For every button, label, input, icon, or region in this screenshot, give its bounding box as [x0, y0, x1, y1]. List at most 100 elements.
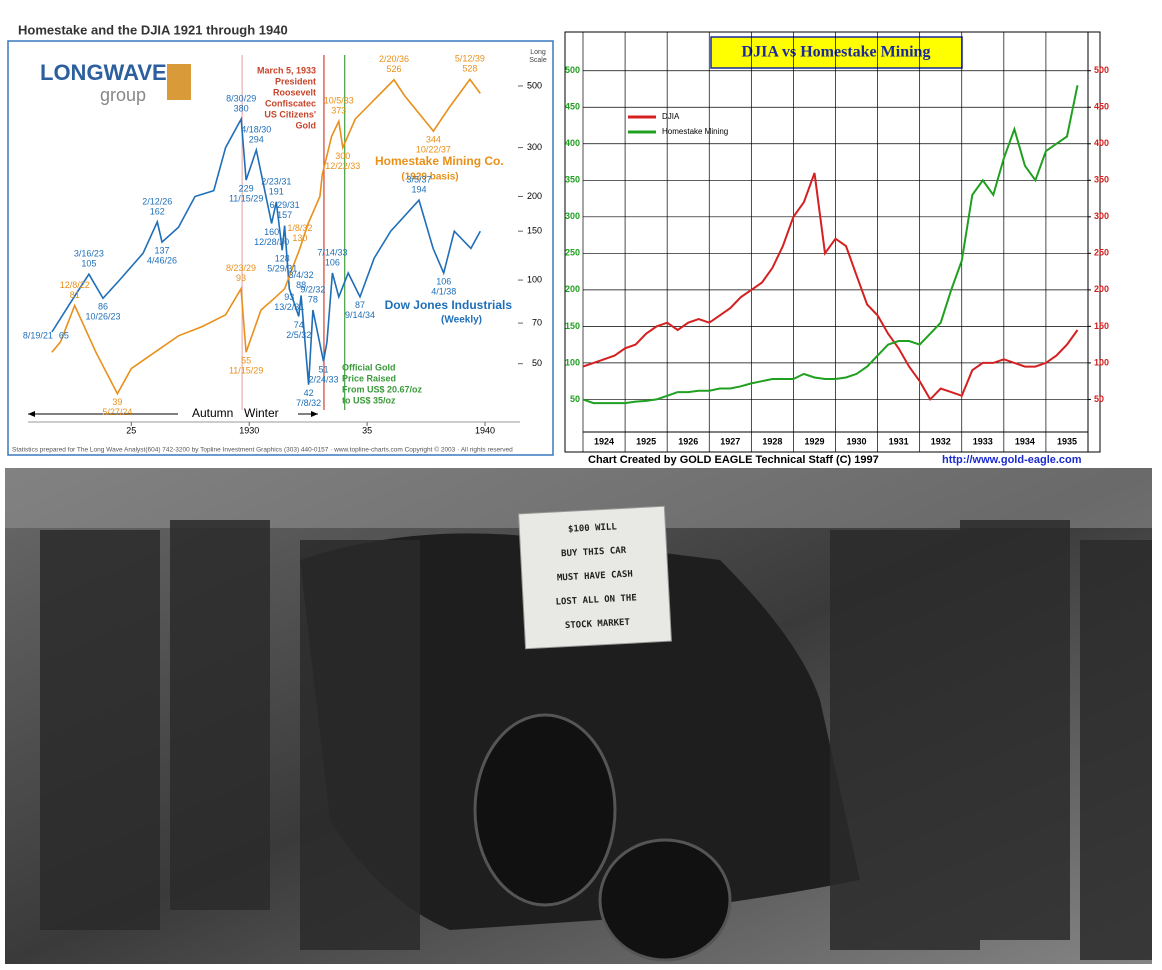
annotation: 4/46/26 [147, 255, 177, 265]
y2-tick-label: 200 [1094, 284, 1109, 294]
annotation: 526 [386, 64, 401, 74]
x-tick-label: 1927 [720, 436, 740, 446]
annotation: 9/2/32 [300, 284, 325, 294]
annotation: 2/5/32 [286, 330, 311, 340]
scale-note: Long [530, 49, 546, 56]
car-wheel [598, 838, 732, 962]
note: From US$ 20.67/oz [342, 384, 423, 394]
annotation: 2/23/31 [261, 176, 291, 186]
y2-tick-label: 350 [1094, 175, 1109, 185]
y-tick-label: 100 [527, 274, 542, 284]
annotation: 78 [308, 294, 318, 304]
x-tick-label: 1934 [1015, 436, 1035, 446]
series-line [582, 172, 1079, 402]
annotation: 12/28/30 [254, 237, 289, 247]
y2-tick-label: 150 [1094, 321, 1109, 331]
series-line [582, 85, 1079, 405]
series-label: Homestake Mining Co. [375, 154, 504, 168]
note: March 5, 1933 [257, 65, 316, 75]
chart-title: Homestake and the DJIA 1921 through 1940 [18, 22, 288, 37]
series-line [51, 78, 481, 396]
note: US Citizens' [264, 109, 316, 119]
y-tick-label: 150 [527, 226, 542, 236]
annotation: 8/23/29 [226, 263, 256, 273]
x-tick-label: 1940 [475, 425, 495, 435]
annotation: 128 [275, 254, 290, 264]
y-tick-label: 150 [565, 321, 580, 331]
url[interactable]: http://www.gold-eagle.com [942, 454, 1082, 466]
logo: group [100, 85, 146, 105]
season-label: Winter [244, 406, 279, 420]
annotation: 55 [241, 356, 251, 366]
annotation: 8/19/21 [23, 330, 53, 340]
x-tick-label: 1935 [1057, 436, 1077, 446]
y-tick-label: 50 [532, 358, 542, 368]
y-tick-label: 100 [565, 357, 580, 367]
season-bg [178, 406, 298, 422]
annotation: 5/27/24 [102, 407, 132, 417]
note: Confiscatec [265, 98, 316, 108]
annotation: 4/1/38 [431, 286, 456, 296]
x-tick-label: 1925 [636, 436, 656, 446]
x-tick-label: 1924 [594, 436, 614, 446]
season-label: Autumn [192, 406, 233, 420]
series-line [51, 116, 482, 385]
logo: LONGWAVE [40, 60, 167, 85]
x-tick-label: 1930 [847, 436, 867, 446]
y-tick-label: 500 [565, 65, 580, 75]
y2-tick-label: 400 [1094, 138, 1109, 148]
y2-tick-label: 450 [1094, 102, 1109, 112]
x-tick-label: 25 [126, 425, 136, 435]
y-tick-label: 250 [565, 248, 580, 258]
credit: Chart Created by GOLD EAGLE Technical St… [588, 454, 879, 466]
annotation: 294 [249, 134, 264, 144]
annotation: 2/24/33 [308, 375, 338, 385]
y-tick-label: 350 [565, 175, 580, 185]
annotation: 344 [426, 134, 441, 144]
x-tick-label: 1933 [973, 436, 993, 446]
annotation: 5/29/31 [267, 264, 297, 274]
y-tick-label: 450 [565, 102, 580, 112]
annotation: 4/18/30 [241, 124, 271, 134]
annotation: 10/5/33 [324, 96, 354, 106]
annotation: 105 [81, 259, 96, 269]
annotation: 11/15/29 [229, 194, 263, 204]
sign-text: $100 WILL [568, 522, 618, 535]
annotation: 300 [335, 151, 350, 161]
annotation: 11/15/29 [229, 366, 263, 376]
annotation: 130 [292, 233, 307, 243]
annotation: 39 [112, 397, 122, 407]
annotation: 194 [411, 185, 426, 195]
y-tick-label: 70 [532, 317, 542, 327]
annotation: 6/29/31 [270, 200, 300, 210]
note: President [275, 76, 316, 86]
annotation: 1/8/32 [287, 223, 312, 233]
annotation: 86 [98, 302, 108, 312]
y-tick-label: 500 [527, 80, 542, 90]
annotation: 81 [70, 290, 80, 300]
annotation: 8/30/29 [226, 93, 256, 103]
legend-label: DJIA [662, 112, 680, 121]
annotation: 9/14/34 [345, 310, 375, 320]
x-tick-label: 1931 [889, 436, 909, 446]
note: Roosevelt [273, 87, 316, 97]
annotation: 12/22/33 [325, 161, 360, 171]
note: Price Raised [342, 373, 396, 383]
note: Official Gold [342, 362, 396, 372]
chart-title: DJIA vs Homestake Mining [742, 44, 931, 61]
y2-tick-label: 250 [1094, 248, 1109, 258]
sign-board [518, 505, 672, 650]
x-tick-label: 1926 [678, 436, 698, 446]
y-tick-label: 50 [570, 394, 580, 404]
footer: Statistics prepared for The Long Wave An… [12, 446, 513, 454]
note: Gold [296, 120, 317, 130]
x-tick-label: 1932 [931, 436, 951, 446]
annotation: 191 [269, 186, 284, 196]
series-label: (1929 basis) [401, 172, 458, 183]
annotation: 3/4/32 [289, 270, 314, 280]
annotation: 10/26/23 [85, 312, 120, 322]
annotation: 157 [277, 210, 292, 220]
legend-label: Homestake Mining [662, 127, 728, 136]
y2-tick-label: 500 [1094, 65, 1109, 75]
annotation: 65 [59, 330, 69, 340]
